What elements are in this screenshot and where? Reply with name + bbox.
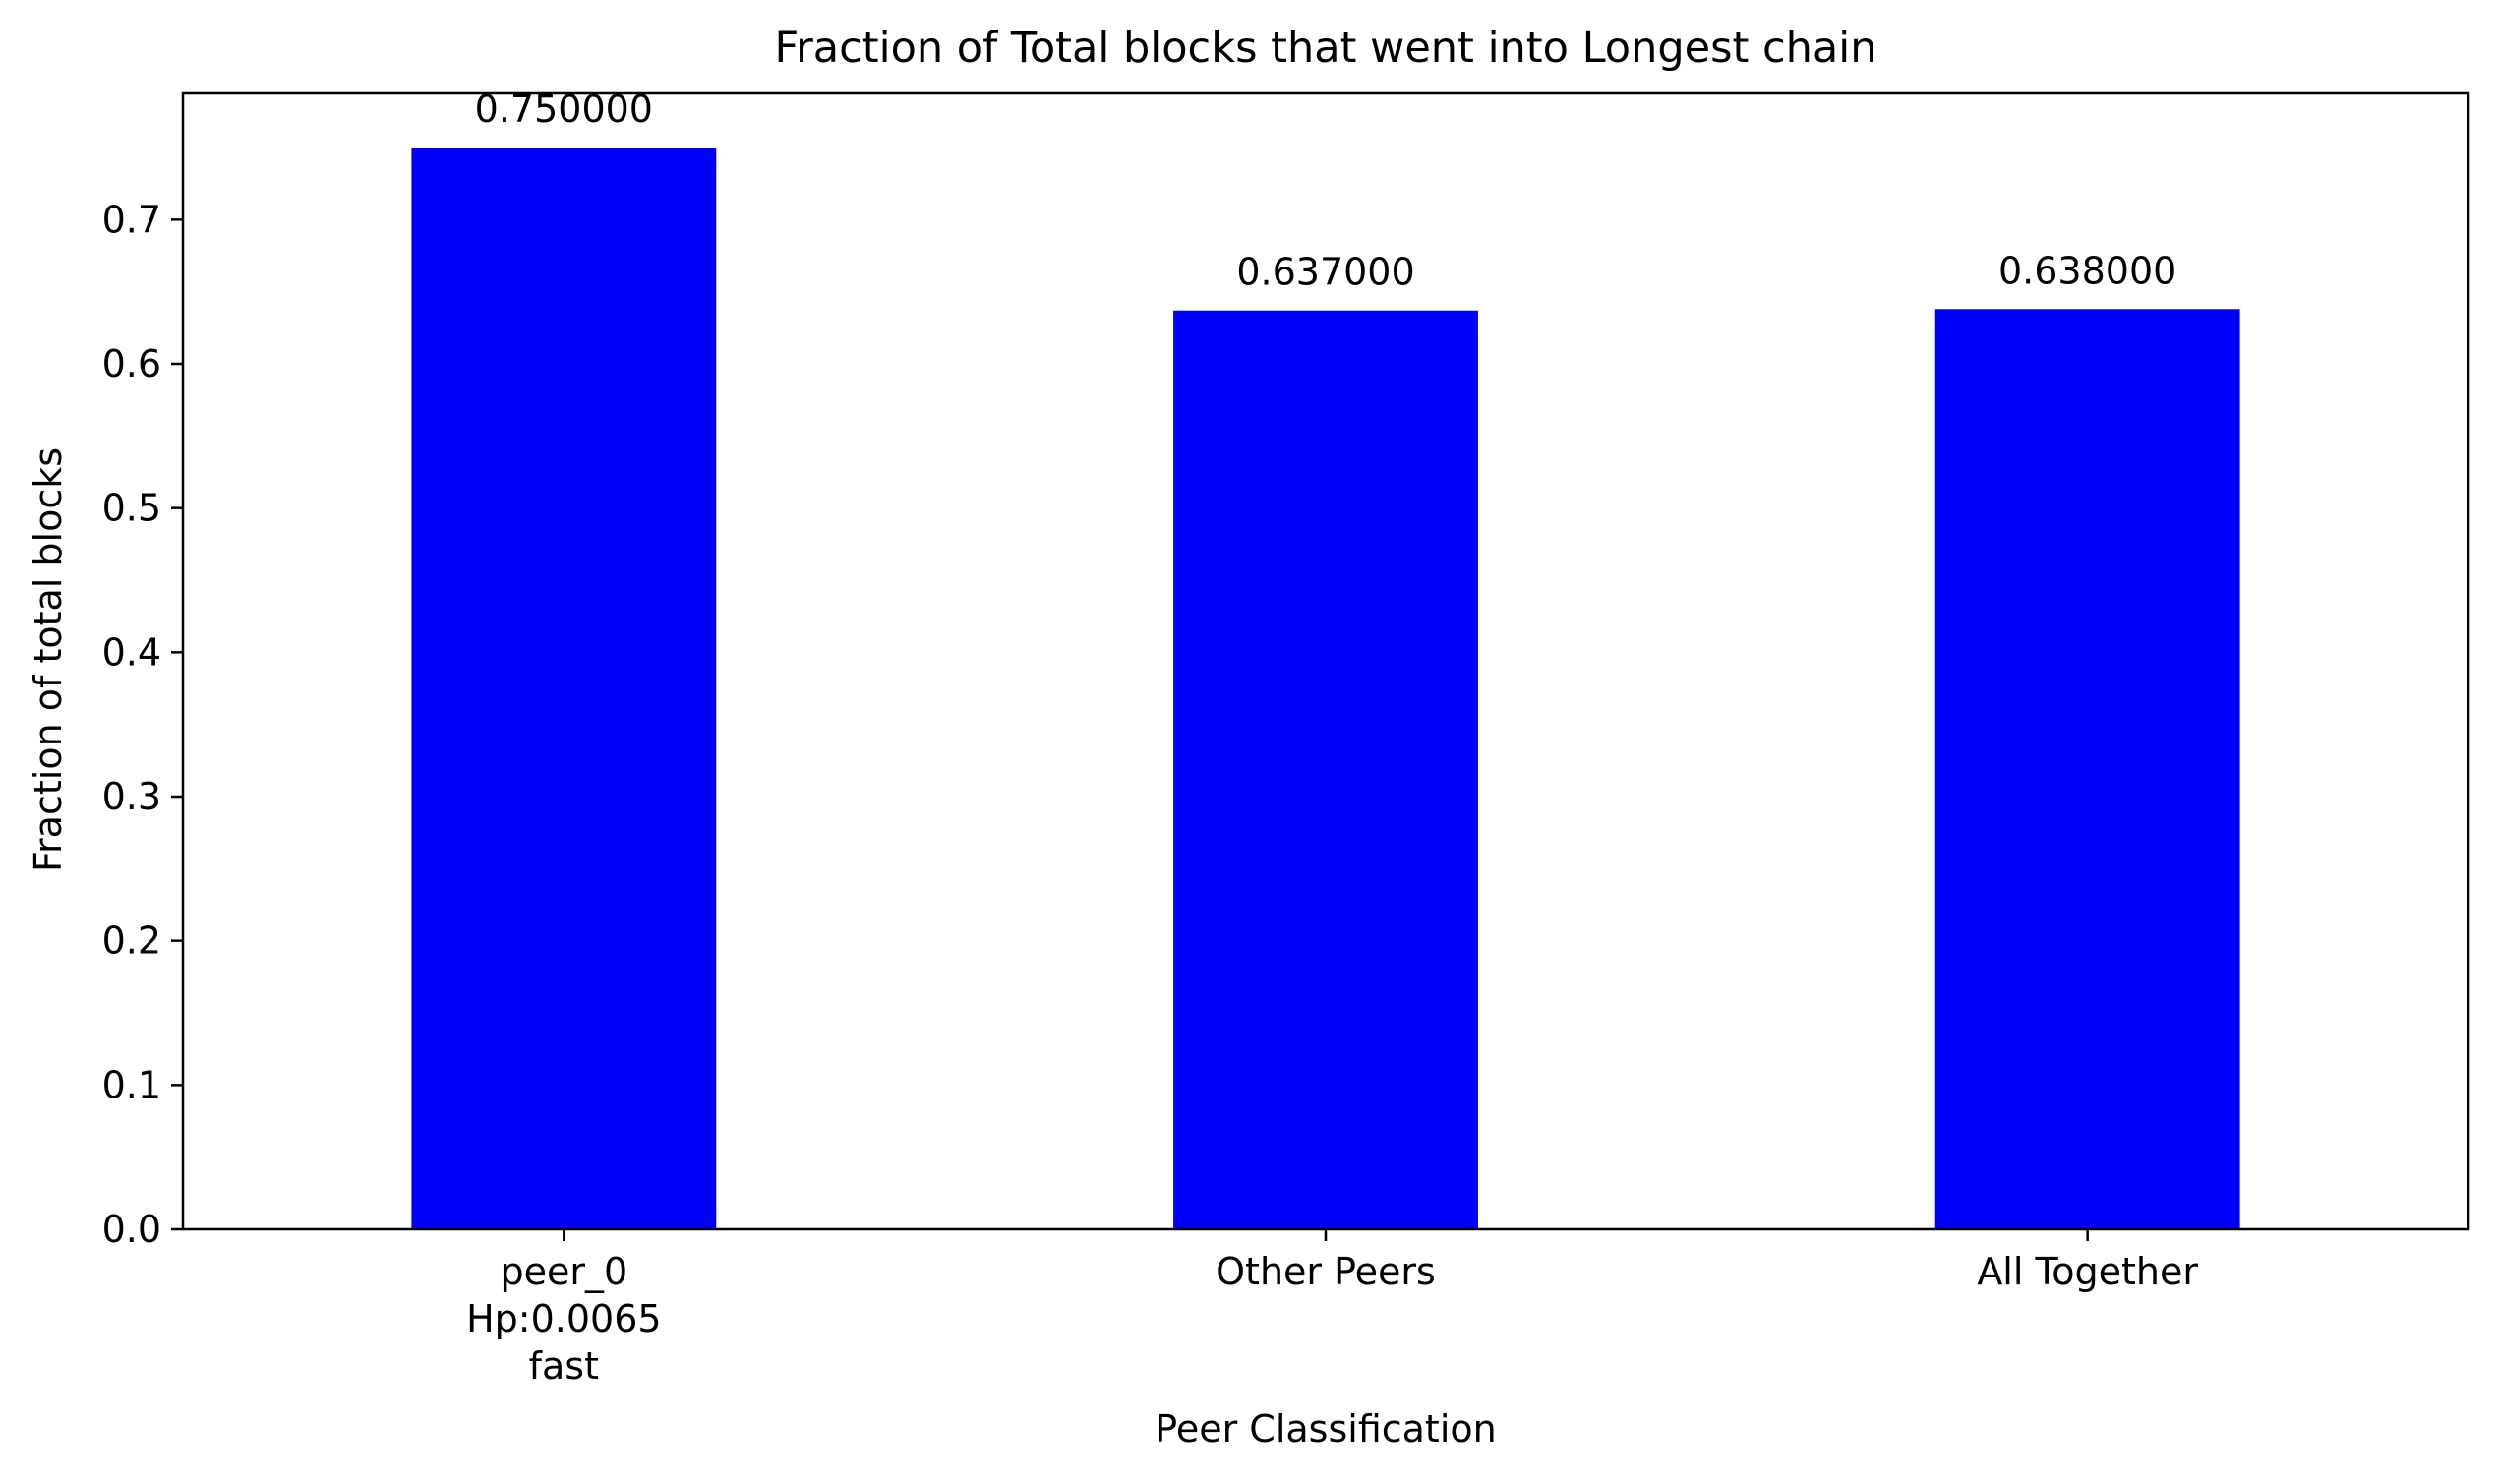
y-tick-label: 0.2 [102,920,161,963]
bars-layer [411,148,2240,1229]
x-tick-label: peer_0 Hp:0.0065 fast [466,1250,661,1388]
chart-title: Fraction of Total blocks that went into … [774,24,1876,73]
bar [1934,309,2240,1229]
data-label: 0.750000 [475,88,653,131]
y-tick-label: 0.1 [102,1063,161,1106]
y-tick-label: 0.4 [102,630,161,674]
ticks-layer: peer_0 Hp:0.0065 fast Other Peers All Togeth… [102,198,2199,1388]
plot-frame [181,91,2470,1231]
y-tick-label: 0.7 [102,198,161,241]
data-label: 0.637000 [1236,251,1414,294]
bar [1173,310,1478,1229]
y-axis-label: Fraction of total blocks [27,447,70,872]
y-tick-label: 0.5 [102,487,161,530]
x-tick-label: All Together [1977,1250,2198,1293]
data-label: 0.638000 [1998,249,2176,292]
x-tick-label: Other Peers [1216,1250,1436,1293]
y-tick-label: 0.3 [102,775,161,818]
y-tick-label: 0.0 [102,1208,161,1251]
y-tick-label: 0.6 [102,342,161,386]
data-labels-layer: 0.750000 0.637000 0.638000 [475,88,2177,294]
x-axis-label: Peer Classification [1155,1407,1496,1451]
bar [411,148,717,1229]
